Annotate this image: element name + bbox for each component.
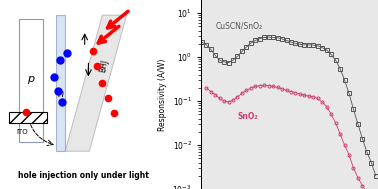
Polygon shape	[56, 15, 65, 151]
Text: CuSCN/SnO₂: CuSCN/SnO₂	[215, 22, 262, 31]
Y-axis label: Responsivity (A/W): Responsivity (A/W)	[158, 58, 167, 131]
Text: n: n	[57, 90, 64, 99]
Polygon shape	[19, 19, 43, 142]
Text: hole injection only under light: hole injection only under light	[19, 170, 149, 180]
Text: SnO₂: SnO₂	[237, 112, 258, 121]
Text: p: p	[27, 74, 34, 84]
Polygon shape	[65, 15, 127, 151]
Text: ITO: ITO	[17, 129, 28, 135]
Text: BHJ: BHJ	[99, 59, 110, 73]
Bar	[9, 112, 46, 123]
